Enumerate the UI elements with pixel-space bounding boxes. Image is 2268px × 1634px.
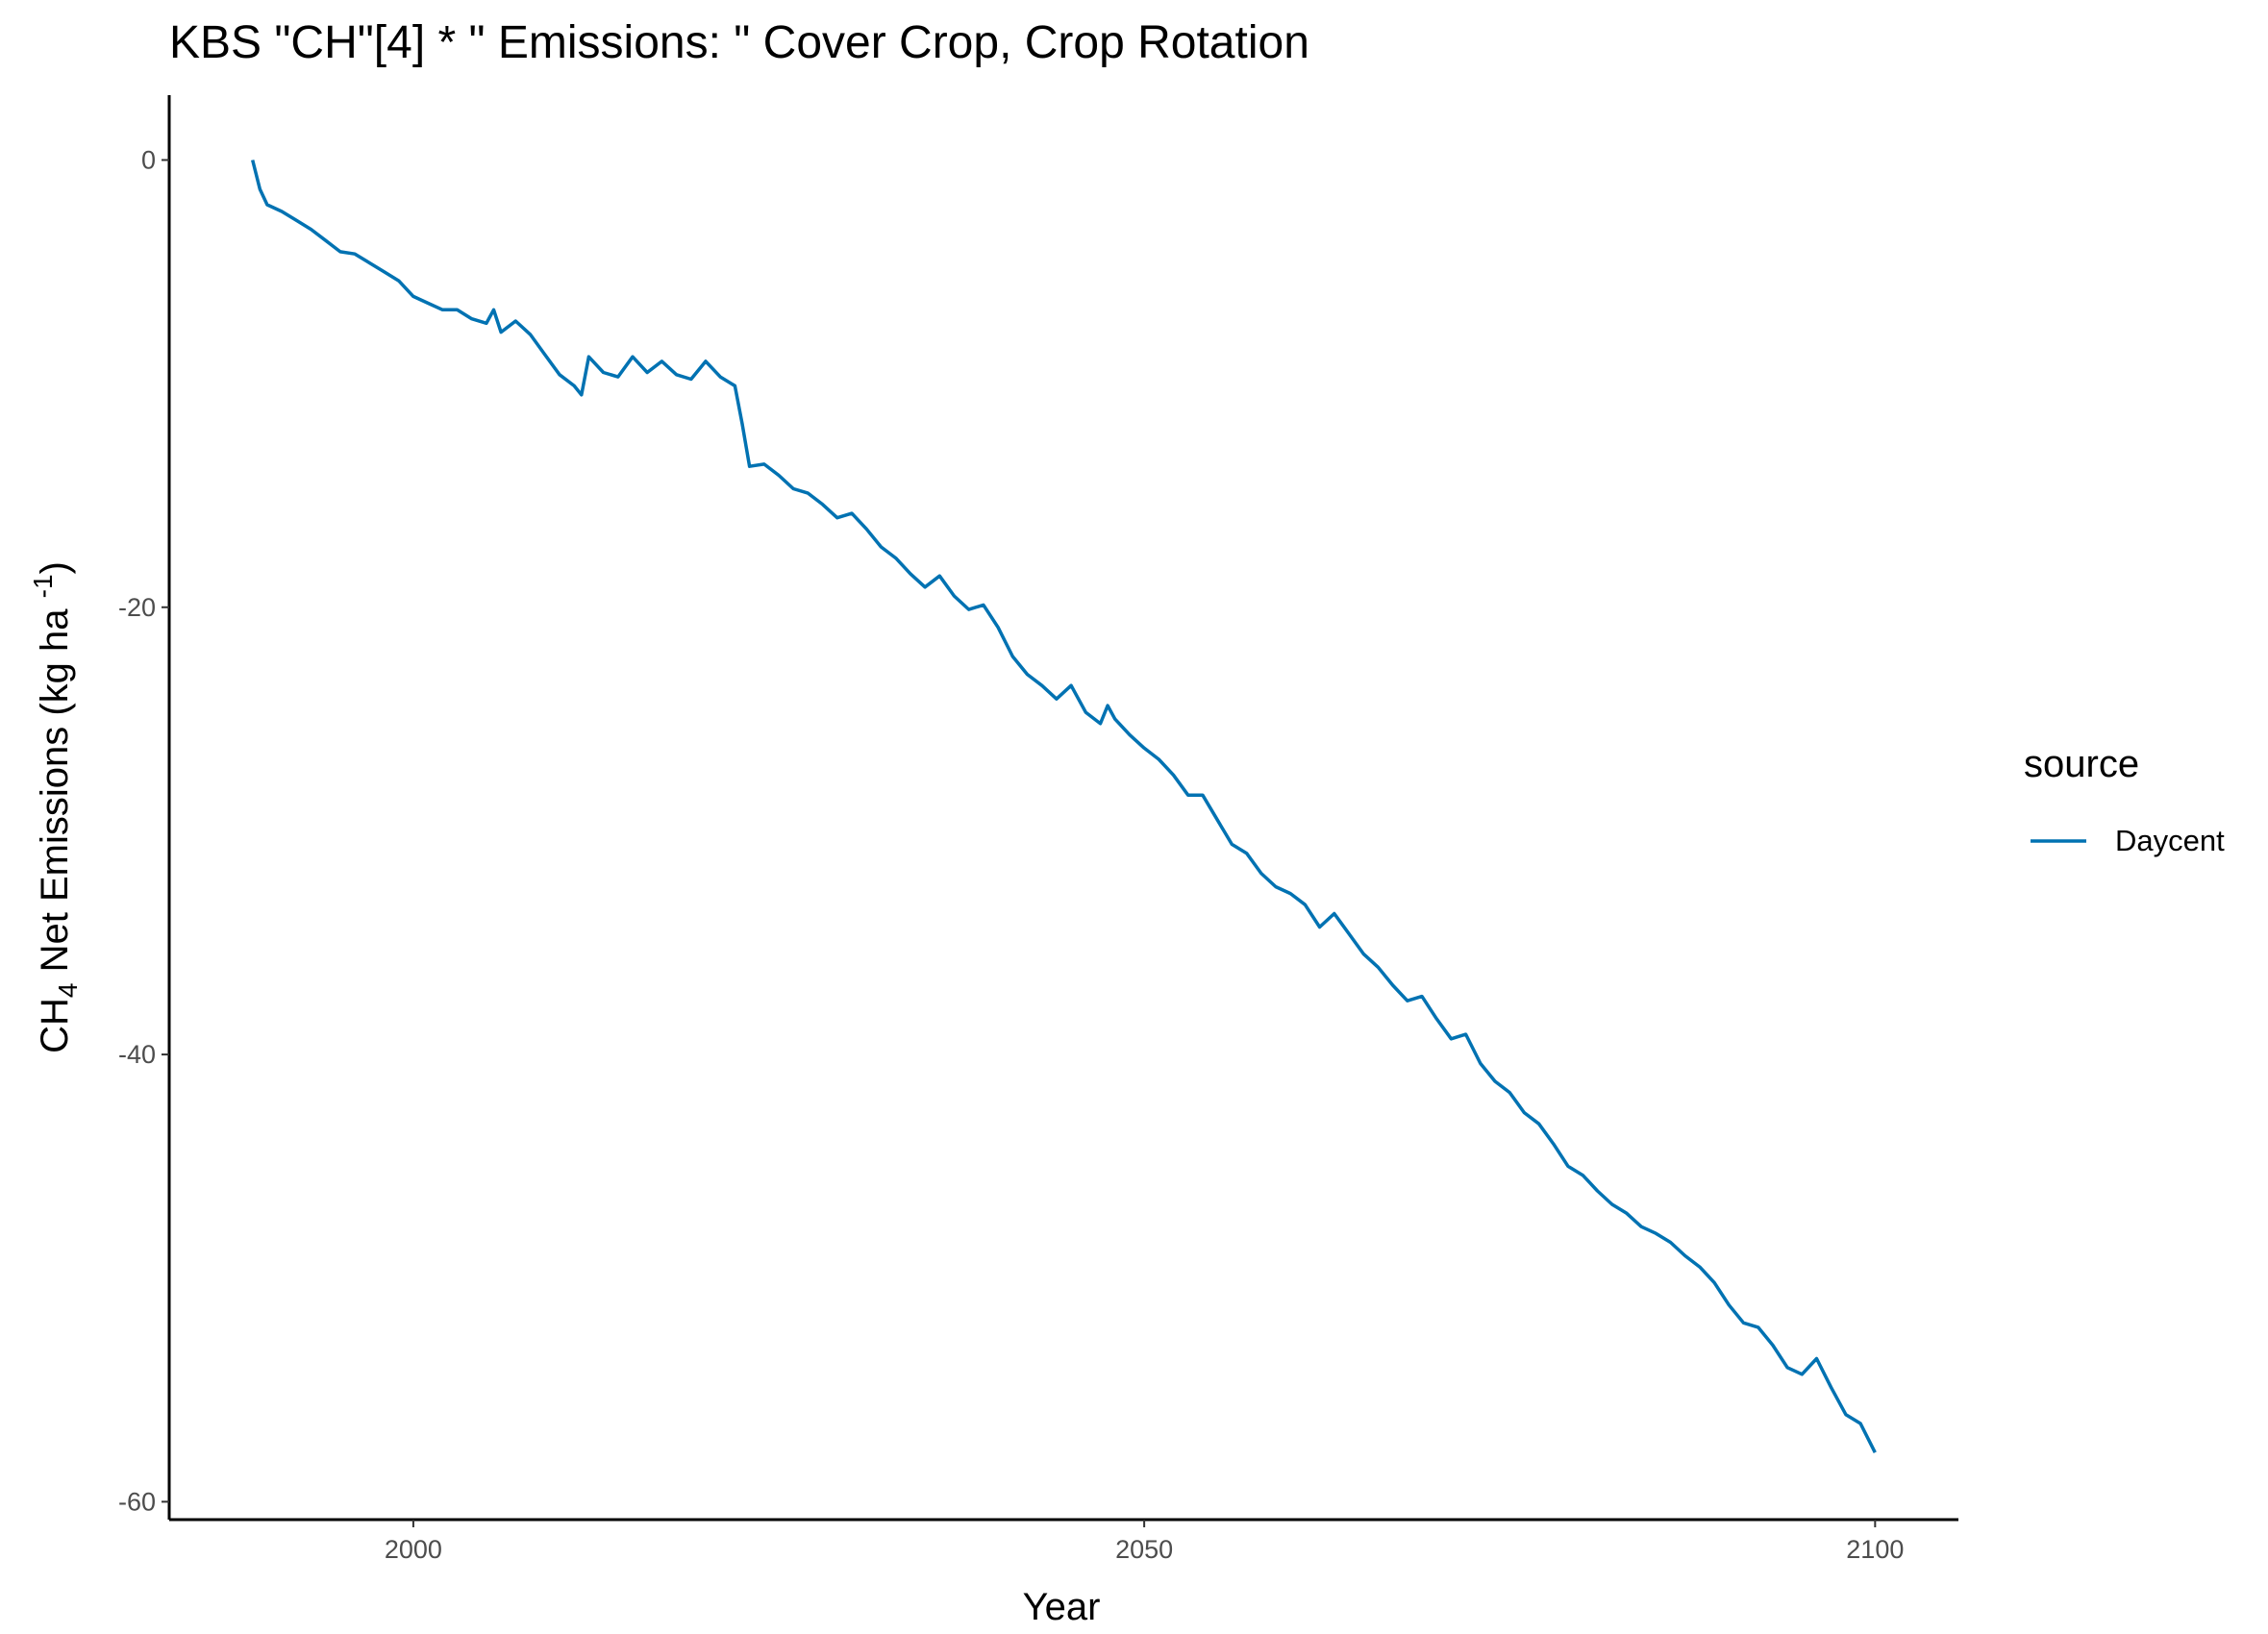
- y-title-sup: -1: [28, 574, 58, 598]
- y-title-part: CH: [34, 998, 76, 1053]
- x-tick-label: 2000: [385, 1535, 442, 1564]
- y-tick-label: 0: [141, 145, 156, 174]
- y-tick-label: -40: [118, 1040, 156, 1069]
- y-title-sub: 4: [53, 983, 83, 999]
- legend-title: source: [2024, 743, 2139, 785]
- y-title-part: Net Emissions (kg ha: [34, 598, 76, 982]
- x-tick-label: 2050: [1115, 1535, 1173, 1564]
- y-tick-label: -20: [118, 593, 156, 622]
- y-tick-label: -60: [118, 1487, 156, 1516]
- data-line: [251, 160, 1877, 1453]
- x-tick-label: 2100: [1846, 1535, 1904, 1564]
- y-axis-title: CH4 Net Emissions (kg ha -1): [28, 561, 83, 1053]
- y-title-part: ): [34, 561, 76, 574]
- legend-label: Daycent: [2115, 824, 2225, 857]
- chart-title: KBS "CH"[4] * " Emissions: " Cover Crop,…: [169, 17, 1309, 68]
- x-axis-title: Year: [1023, 1586, 1101, 1628]
